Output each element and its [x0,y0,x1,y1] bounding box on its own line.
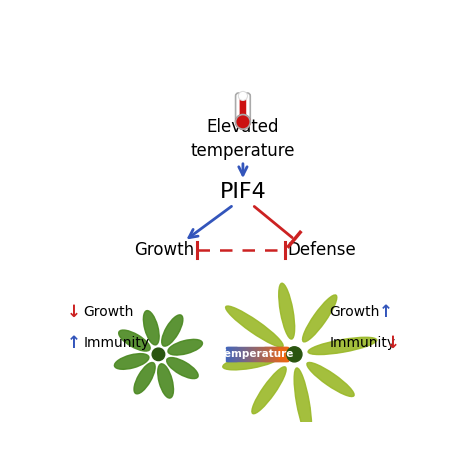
Bar [266,347,267,361]
Bar [260,347,262,361]
Bar [240,347,242,361]
Bar [281,347,283,361]
Bar [280,347,282,361]
Bar [275,347,277,361]
Bar [259,347,261,361]
Text: Growth: Growth [83,305,134,319]
Bar [252,347,254,361]
Bar [255,347,257,361]
Text: PIF4: PIF4 [219,182,266,202]
Bar [286,347,288,361]
Ellipse shape [223,354,279,370]
Bar [274,347,275,361]
Bar [253,347,255,361]
Bar [261,347,263,361]
Text: Growth: Growth [134,241,194,259]
Bar [246,347,247,361]
Ellipse shape [143,310,159,345]
FancyBboxPatch shape [236,93,250,124]
Circle shape [152,348,165,361]
Text: Temperature: Temperature [219,349,294,359]
Bar [269,347,271,361]
Text: Growth: Growth [329,305,380,319]
Bar [242,347,243,361]
Bar [250,347,251,361]
Text: Immunity: Immunity [83,337,149,350]
Ellipse shape [168,339,202,355]
Ellipse shape [134,363,155,394]
Bar [228,347,229,361]
Bar [285,347,287,361]
Ellipse shape [294,368,311,436]
Bar [237,347,238,361]
Bar [246,347,248,361]
Circle shape [240,92,246,99]
Ellipse shape [158,364,173,398]
Bar [258,347,259,361]
Ellipse shape [118,330,150,351]
Ellipse shape [167,357,198,379]
Ellipse shape [252,367,286,414]
Bar [232,347,234,361]
Bar [235,347,236,361]
Text: ↑: ↑ [66,334,81,352]
Bar [247,347,249,361]
Bar [276,347,278,361]
Bar [263,347,264,361]
Ellipse shape [308,337,377,355]
Ellipse shape [307,363,354,397]
Ellipse shape [114,354,149,369]
Bar [228,347,230,361]
Bar [239,347,241,361]
Bar [244,347,246,361]
Bar [270,347,272,361]
FancyBboxPatch shape [240,99,246,121]
Bar [273,347,274,361]
Bar [230,347,232,361]
Bar [231,347,233,361]
Bar [268,347,270,361]
Bar [282,347,284,361]
Bar [254,347,255,361]
Circle shape [287,347,302,362]
Text: ↓: ↓ [386,334,400,352]
Ellipse shape [162,315,183,346]
Text: ↓: ↓ [66,303,81,321]
Bar [229,347,231,361]
Ellipse shape [302,295,337,342]
Bar [267,347,269,361]
Bar [283,347,285,361]
Bar [249,347,250,361]
Bar [272,347,273,361]
Bar [243,347,244,361]
Bar [237,347,239,361]
Ellipse shape [279,283,295,339]
Bar [284,347,286,361]
Bar [271,347,273,361]
Bar [238,347,240,361]
Bar [278,347,280,361]
Text: ↑: ↑ [379,303,393,321]
Text: Immunity: Immunity [329,337,395,350]
Ellipse shape [226,306,283,347]
Bar [262,347,264,361]
Bar [236,347,237,361]
Bar [255,347,256,361]
Bar [227,347,228,361]
Bar [245,347,246,361]
Bar [265,347,266,361]
Text: Elevated
temperature: Elevated temperature [191,118,295,160]
Bar [234,347,235,361]
Bar [251,347,252,361]
Bar [279,347,281,361]
Circle shape [236,115,250,129]
Text: Defense: Defense [288,241,356,259]
Circle shape [238,91,247,100]
Bar [277,347,279,361]
Bar [257,347,258,361]
Bar [264,347,265,361]
